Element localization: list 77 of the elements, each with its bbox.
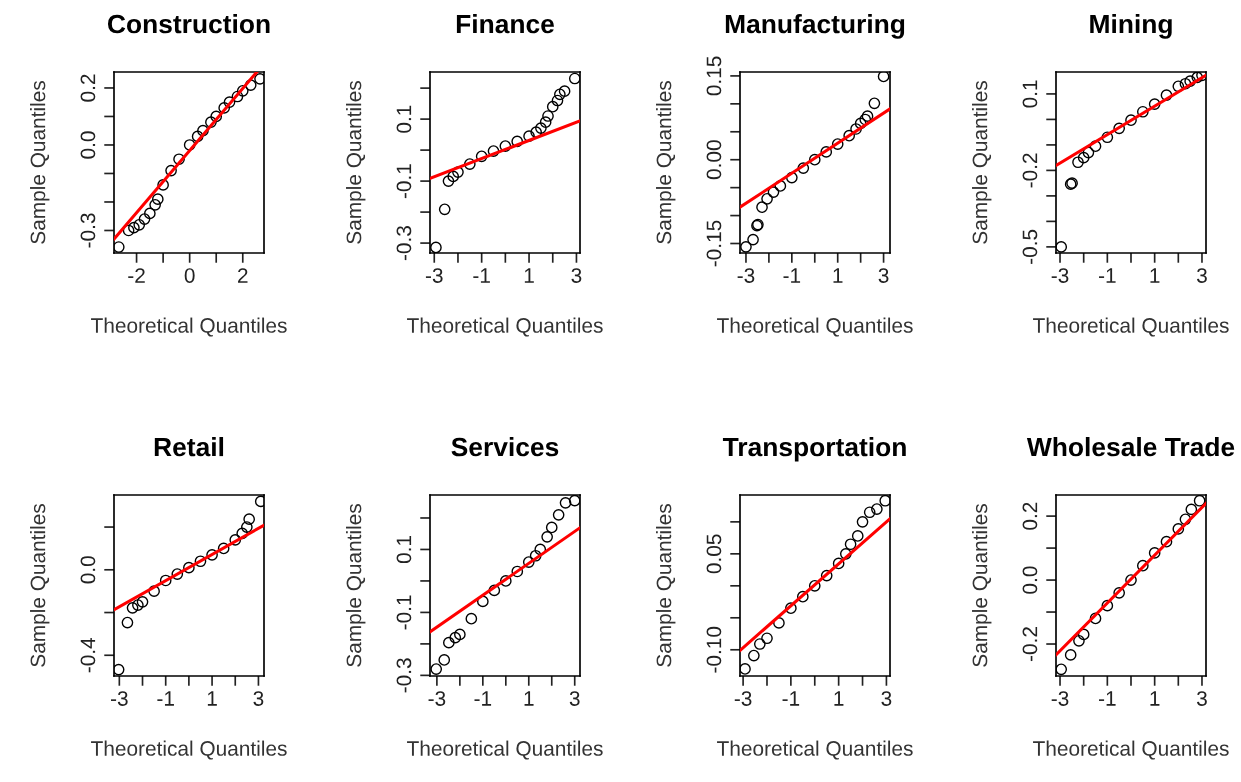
y-tick-label: 0.1 xyxy=(396,105,412,133)
y-axis-title: Sample Quantiles xyxy=(656,504,676,667)
y-axis-title: Sample Quantiles xyxy=(30,81,50,244)
x-tick-label: 3 xyxy=(569,691,580,706)
y-axis-title: Sample Quantiles xyxy=(972,504,992,667)
y-tick-label: 0.1 xyxy=(1022,80,1038,108)
y-tick-label: 0.0 xyxy=(80,131,96,159)
chart-title: Manufacturing xyxy=(725,13,905,39)
chart-title: Finance xyxy=(456,13,554,34)
y-tick-label: 0.0 xyxy=(1022,566,1038,594)
y-axis-title: Sample Quantiles xyxy=(656,81,676,244)
x-axis-title: Theoretical Quantiles xyxy=(407,740,603,760)
x-tick-label: 0 xyxy=(184,268,195,283)
y-axis-title: Sample Quantiles xyxy=(972,81,992,244)
x-tick-label: -1 xyxy=(1099,268,1116,283)
x-tick-label: 3 xyxy=(253,691,264,706)
y-axis-title: Sample Quantiles xyxy=(346,504,366,667)
x-axis-title: Theoretical Quantiles xyxy=(717,740,913,760)
y-tick-label: -0.3 xyxy=(396,658,412,693)
x-tick-label: 1 xyxy=(524,268,534,283)
x-tick-label: -3 xyxy=(1051,691,1069,706)
x-tick-label: 2 xyxy=(238,268,248,283)
x-tick-label: -3 xyxy=(428,691,446,706)
chart-title: Wholesale Trade xyxy=(1026,436,1235,457)
x-tick-label: -3 xyxy=(734,691,752,706)
x-tick-label: -3 xyxy=(111,691,128,706)
chart-title: Transportation xyxy=(722,436,906,462)
y-tick-label: 0.05 xyxy=(706,534,722,574)
x-tick-label: -2 xyxy=(128,268,145,283)
x-tick-label: 3 xyxy=(878,268,889,283)
y-axis-title: Sample Quantiles xyxy=(346,81,366,244)
x-tick-label: -1 xyxy=(157,691,174,706)
x-tick-label: 1 xyxy=(834,691,844,706)
x-tick-label: 3 xyxy=(881,691,892,706)
y-tick-label: -0.2 xyxy=(1022,627,1038,662)
x-axis-title: Theoretical Quantiles xyxy=(91,740,287,760)
x-tick-label: 1 xyxy=(1150,268,1160,283)
x-tick-label: 1 xyxy=(524,691,534,706)
y-tick-label: 0.00 xyxy=(706,140,722,180)
x-tick-label: 1 xyxy=(1150,691,1160,706)
x-axis-title: Theoretical Quantiles xyxy=(91,317,287,337)
x-tick-label: 1 xyxy=(207,691,217,706)
x-tick-label: 3 xyxy=(1196,268,1207,283)
x-tick-label: -3 xyxy=(425,268,443,283)
y-tick-label: 0.15 xyxy=(706,56,722,96)
y-tick-label: -0.3 xyxy=(396,226,412,261)
y-tick-label: -0.15 xyxy=(706,220,722,267)
y-tick-label: -0.5 xyxy=(1022,229,1038,264)
y-axis-title: Sample Quantiles xyxy=(30,504,50,667)
x-axis-title: Theoretical Quantiles xyxy=(1033,740,1229,760)
y-tick-label: -0.10 xyxy=(706,626,722,673)
y-tick-label: 0.2 xyxy=(1022,502,1038,530)
x-tick-label: 3 xyxy=(571,268,582,283)
chart-title: Construction xyxy=(108,13,270,34)
chart-title: Retail xyxy=(154,436,224,457)
x-axis-title: Theoretical Quantiles xyxy=(407,317,603,337)
x-axis-title: Theoretical Quantiles xyxy=(717,317,913,337)
y-tick-label: -0.1 xyxy=(396,595,412,630)
x-tick-label: -1 xyxy=(473,268,490,283)
x-tick-label: -1 xyxy=(783,268,801,283)
x-tick-label: -3 xyxy=(1051,268,1069,283)
y-tick-label: 0.0 xyxy=(80,556,96,584)
x-tick-label: -1 xyxy=(1099,691,1116,706)
x-tick-label: 3 xyxy=(1196,691,1207,706)
y-tick-label: -0.3 xyxy=(80,213,96,248)
x-axis-title: Theoretical Quantiles xyxy=(1033,317,1229,337)
x-tick-label: -1 xyxy=(474,691,492,706)
chart-title: Services xyxy=(451,436,559,457)
y-tick-label: -0.1 xyxy=(396,164,412,199)
y-tick-label: -0.2 xyxy=(1022,153,1038,188)
chart-title: Mining xyxy=(1090,13,1172,39)
y-tick-label: 0.1 xyxy=(396,535,412,564)
x-tick-label: 1 xyxy=(833,268,843,283)
x-tick-label: -1 xyxy=(782,691,800,706)
x-tick-label: -3 xyxy=(737,268,755,283)
y-tick-label: 0.2 xyxy=(80,74,96,102)
y-tick-label: -0.4 xyxy=(80,637,96,673)
